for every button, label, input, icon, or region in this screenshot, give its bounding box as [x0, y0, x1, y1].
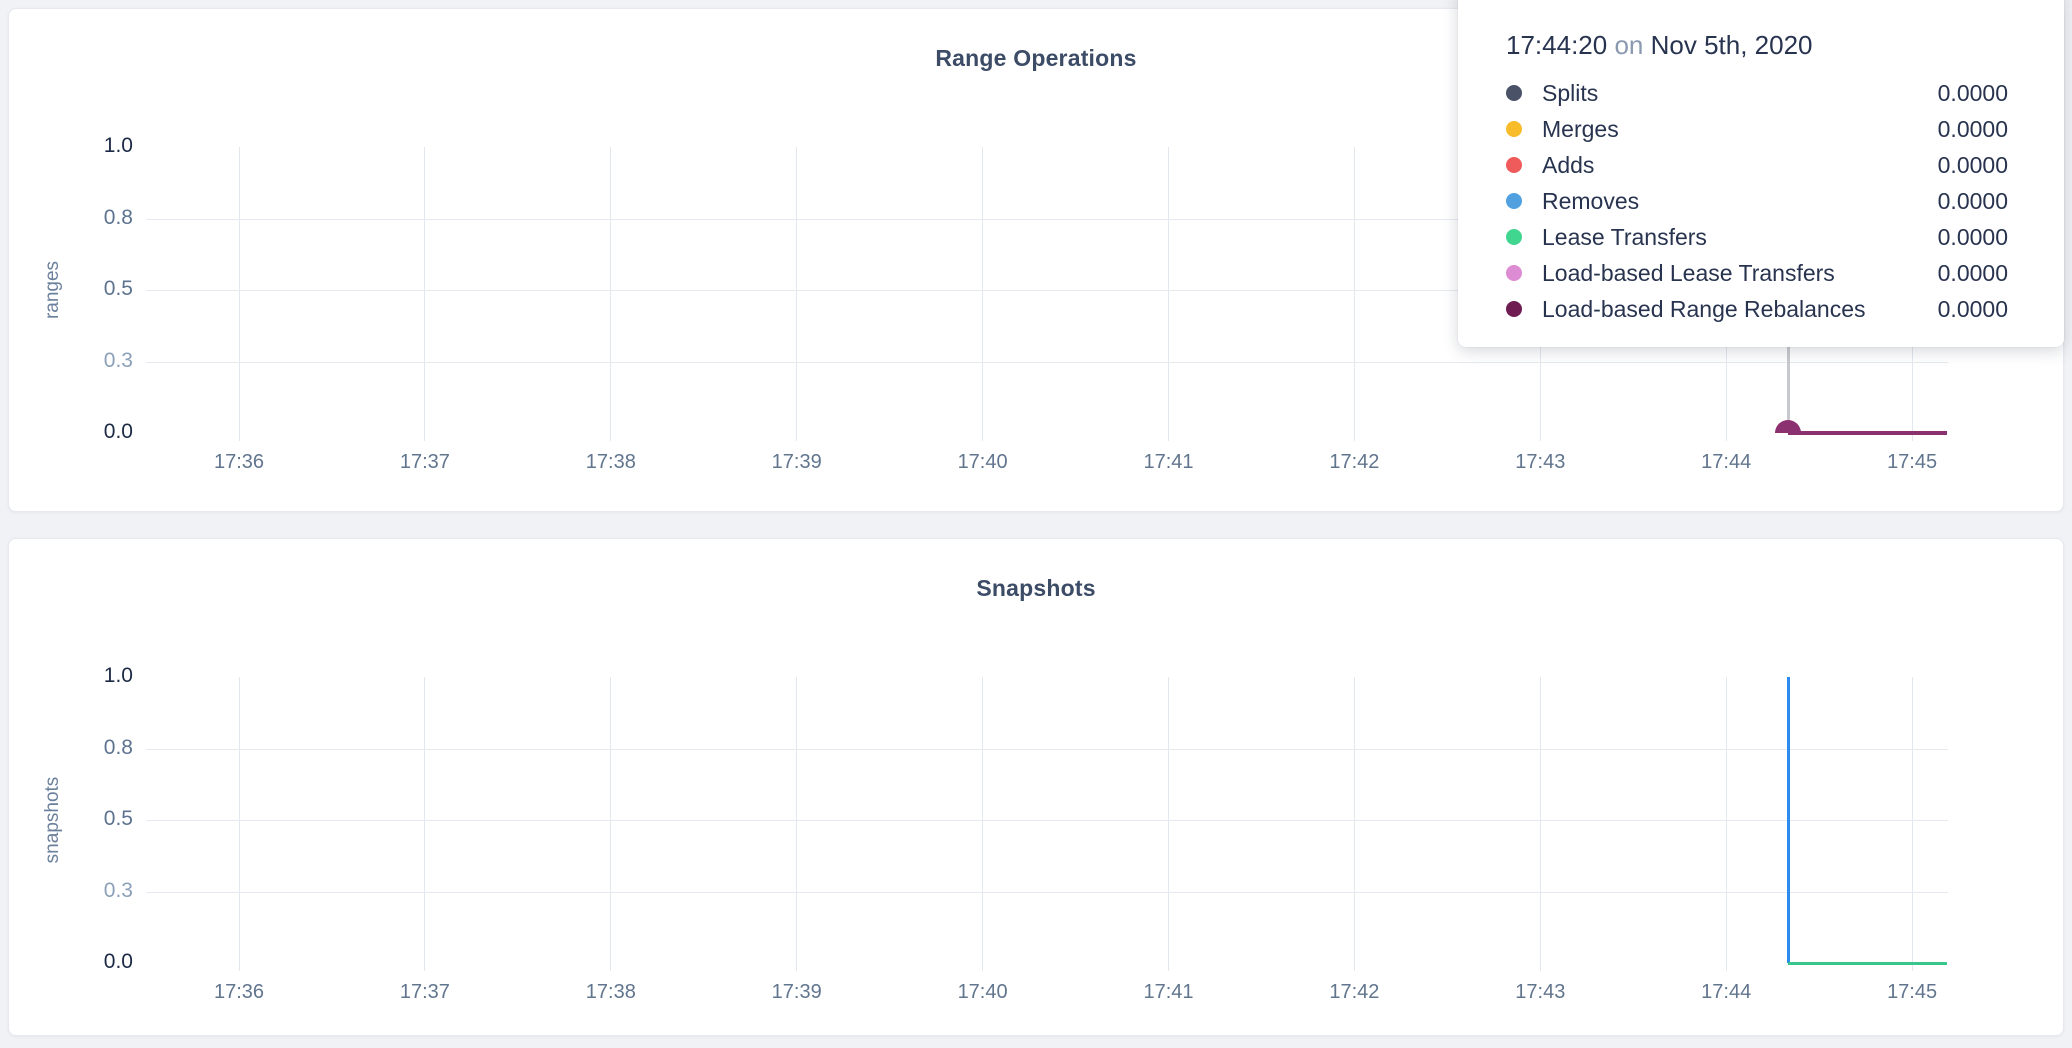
tooltip-legend-row: Lease Transfers 0.0000 — [1506, 219, 2008, 255]
series-label: Merges — [1542, 115, 1619, 142]
series-line-vertical — [1786, 677, 1790, 963]
x-tick-label: 17:38 — [585, 981, 636, 1003]
gridline-x — [610, 677, 612, 971]
y-tick-label: 0.0 — [103, 420, 133, 443]
x-tick-label: 17:44 — [1701, 451, 1752, 473]
y-tick-label: 0.5 — [103, 807, 133, 830]
gridline-y — [146, 748, 1948, 750]
y-tick-label: 0.3 — [103, 878, 133, 902]
series-label: Load-based Range Rebalances — [1542, 295, 1866, 322]
gridline-x — [982, 147, 984, 441]
tooltip-on-word: on — [1614, 30, 1644, 60]
gridline-x — [238, 677, 240, 971]
gridline-x — [610, 147, 612, 441]
x-tick-label: 17:45 — [1887, 451, 1938, 473]
tooltip-legend-row: Splits 0.0000 — [1506, 75, 2008, 111]
gridline-y — [146, 290, 1948, 291]
tooltip-legend-row: Load-based Lease Transfers 0.0000 — [1506, 255, 2008, 291]
series-value: 0.0000 — [1937, 223, 2008, 250]
x-tick-label: 17:38 — [585, 451, 636, 473]
tooltip-legend-row: Adds 0.0000 — [1506, 147, 2008, 183]
x-tick-label: 17:39 — [771, 451, 822, 473]
gridline-y — [146, 361, 1948, 363]
gridline-x — [424, 677, 426, 971]
series-value: 0.0000 — [1937, 259, 2008, 286]
gridline-y — [146, 891, 1948, 893]
series-label: Lease Transfers — [1542, 223, 1707, 250]
x-tick-label: 17:42 — [1329, 981, 1380, 1003]
series-color-dot — [1506, 85, 1522, 101]
gridline-x — [1168, 147, 1169, 441]
series-label: Load-based Lease Transfers — [1542, 259, 1835, 286]
y-tick-label: 0.3 — [103, 348, 133, 372]
tooltip-time: 17:44:20 — [1506, 30, 1608, 60]
x-tick-label: 17:39 — [771, 981, 822, 1003]
tooltip-legend-row: Merges 0.0000 — [1506, 111, 2008, 147]
x-tick-label: 17:41 — [1143, 981, 1194, 1003]
gridline-x — [1353, 147, 1355, 441]
tooltip-legend-row: Removes 0.0000 — [1506, 183, 2008, 219]
series-label: Adds — [1542, 151, 1595, 178]
hover-point-marker — [1775, 420, 1802, 433]
tooltip-legend-row: Load-based Range Rebalances 0.0000 — [1506, 291, 2008, 327]
y-tick-label: 1.0 — [103, 664, 133, 687]
snapshots-card: Snapshots snapshots 17:36 17:37 17:38 17:39… — [8, 538, 2064, 1036]
x-tick-label: 17:41 — [1143, 451, 1194, 473]
series-line — [1788, 961, 1948, 965]
series-color-dot — [1506, 229, 1522, 245]
y-tick-label: 0.0 — [103, 950, 133, 973]
series-color-dot — [1506, 265, 1522, 281]
gridline-x — [1725, 677, 1727, 971]
y-tick-label: 0.5 — [103, 277, 133, 300]
x-tick-label: 17:40 — [957, 451, 1008, 473]
gridline-y — [146, 218, 1948, 220]
series-line — [1788, 431, 1948, 435]
series-color-dot — [1506, 121, 1522, 137]
x-tick-label: 17:43 — [1515, 451, 1566, 473]
gridline-y — [146, 820, 1948, 821]
gridline-x — [982, 677, 984, 971]
x-tick-label: 17:37 — [399, 981, 450, 1003]
series-value: 0.0000 — [1937, 79, 2008, 106]
gridline-x — [1539, 677, 1541, 971]
gridline-x — [1911, 677, 1913, 971]
x-tick-label: 17:37 — [399, 451, 450, 473]
chart-hover-tooltip: 17:44:20 on Nov 5th, 2020 Splits 0.0000 Me… — [1458, 0, 2064, 347]
x-tick-label: 17:40 — [957, 981, 1008, 1003]
x-tick-label: 17:42 — [1329, 451, 1380, 473]
x-tick-label: 17:36 — [213, 451, 265, 473]
series-color-dot — [1506, 157, 1522, 173]
y-tick-label: 0.8 — [103, 205, 133, 229]
gridline-x — [1353, 677, 1355, 971]
tooltip-legend-rows: Splits 0.0000 Merges 0.0000 Adds 0.0000 Remove… — [1506, 75, 2008, 327]
chart-title: Range Operations — [935, 45, 1137, 71]
series-value: 0.0000 — [1937, 115, 2008, 142]
x-tick-label: 17:44 — [1701, 981, 1752, 1003]
series-value: 0.0000 — [1937, 295, 2008, 322]
series-label: Splits — [1542, 79, 1599, 106]
tooltip-date: Nov 5th, 2020 — [1650, 30, 1813, 60]
gridline-x — [424, 147, 426, 441]
series-color-dot — [1506, 301, 1522, 317]
series-value: 0.0000 — [1937, 151, 2008, 178]
x-tick-label: 17:45 — [1887, 981, 1938, 1003]
y-tick-label: 0.8 — [103, 735, 133, 759]
chart-plot-area[interactable] — [146, 677, 1948, 963]
series-color-dot — [1506, 193, 1522, 209]
chart-title: Snapshots — [976, 575, 1096, 601]
gridline-x — [238, 147, 240, 441]
x-tick-label: 17:36 — [213, 981, 265, 1003]
tooltip-timestamp: 17:44:20 on Nov 5th, 2020 — [1506, 30, 2008, 61]
gridline-x — [796, 677, 798, 971]
gridline-x — [796, 147, 798, 441]
gridline-x — [1168, 677, 1169, 971]
series-value: 0.0000 — [1937, 187, 2008, 214]
y-tick-label: 1.0 — [103, 134, 133, 157]
series-label: Removes — [1542, 187, 1640, 214]
x-tick-label: 17:43 — [1515, 981, 1566, 1003]
